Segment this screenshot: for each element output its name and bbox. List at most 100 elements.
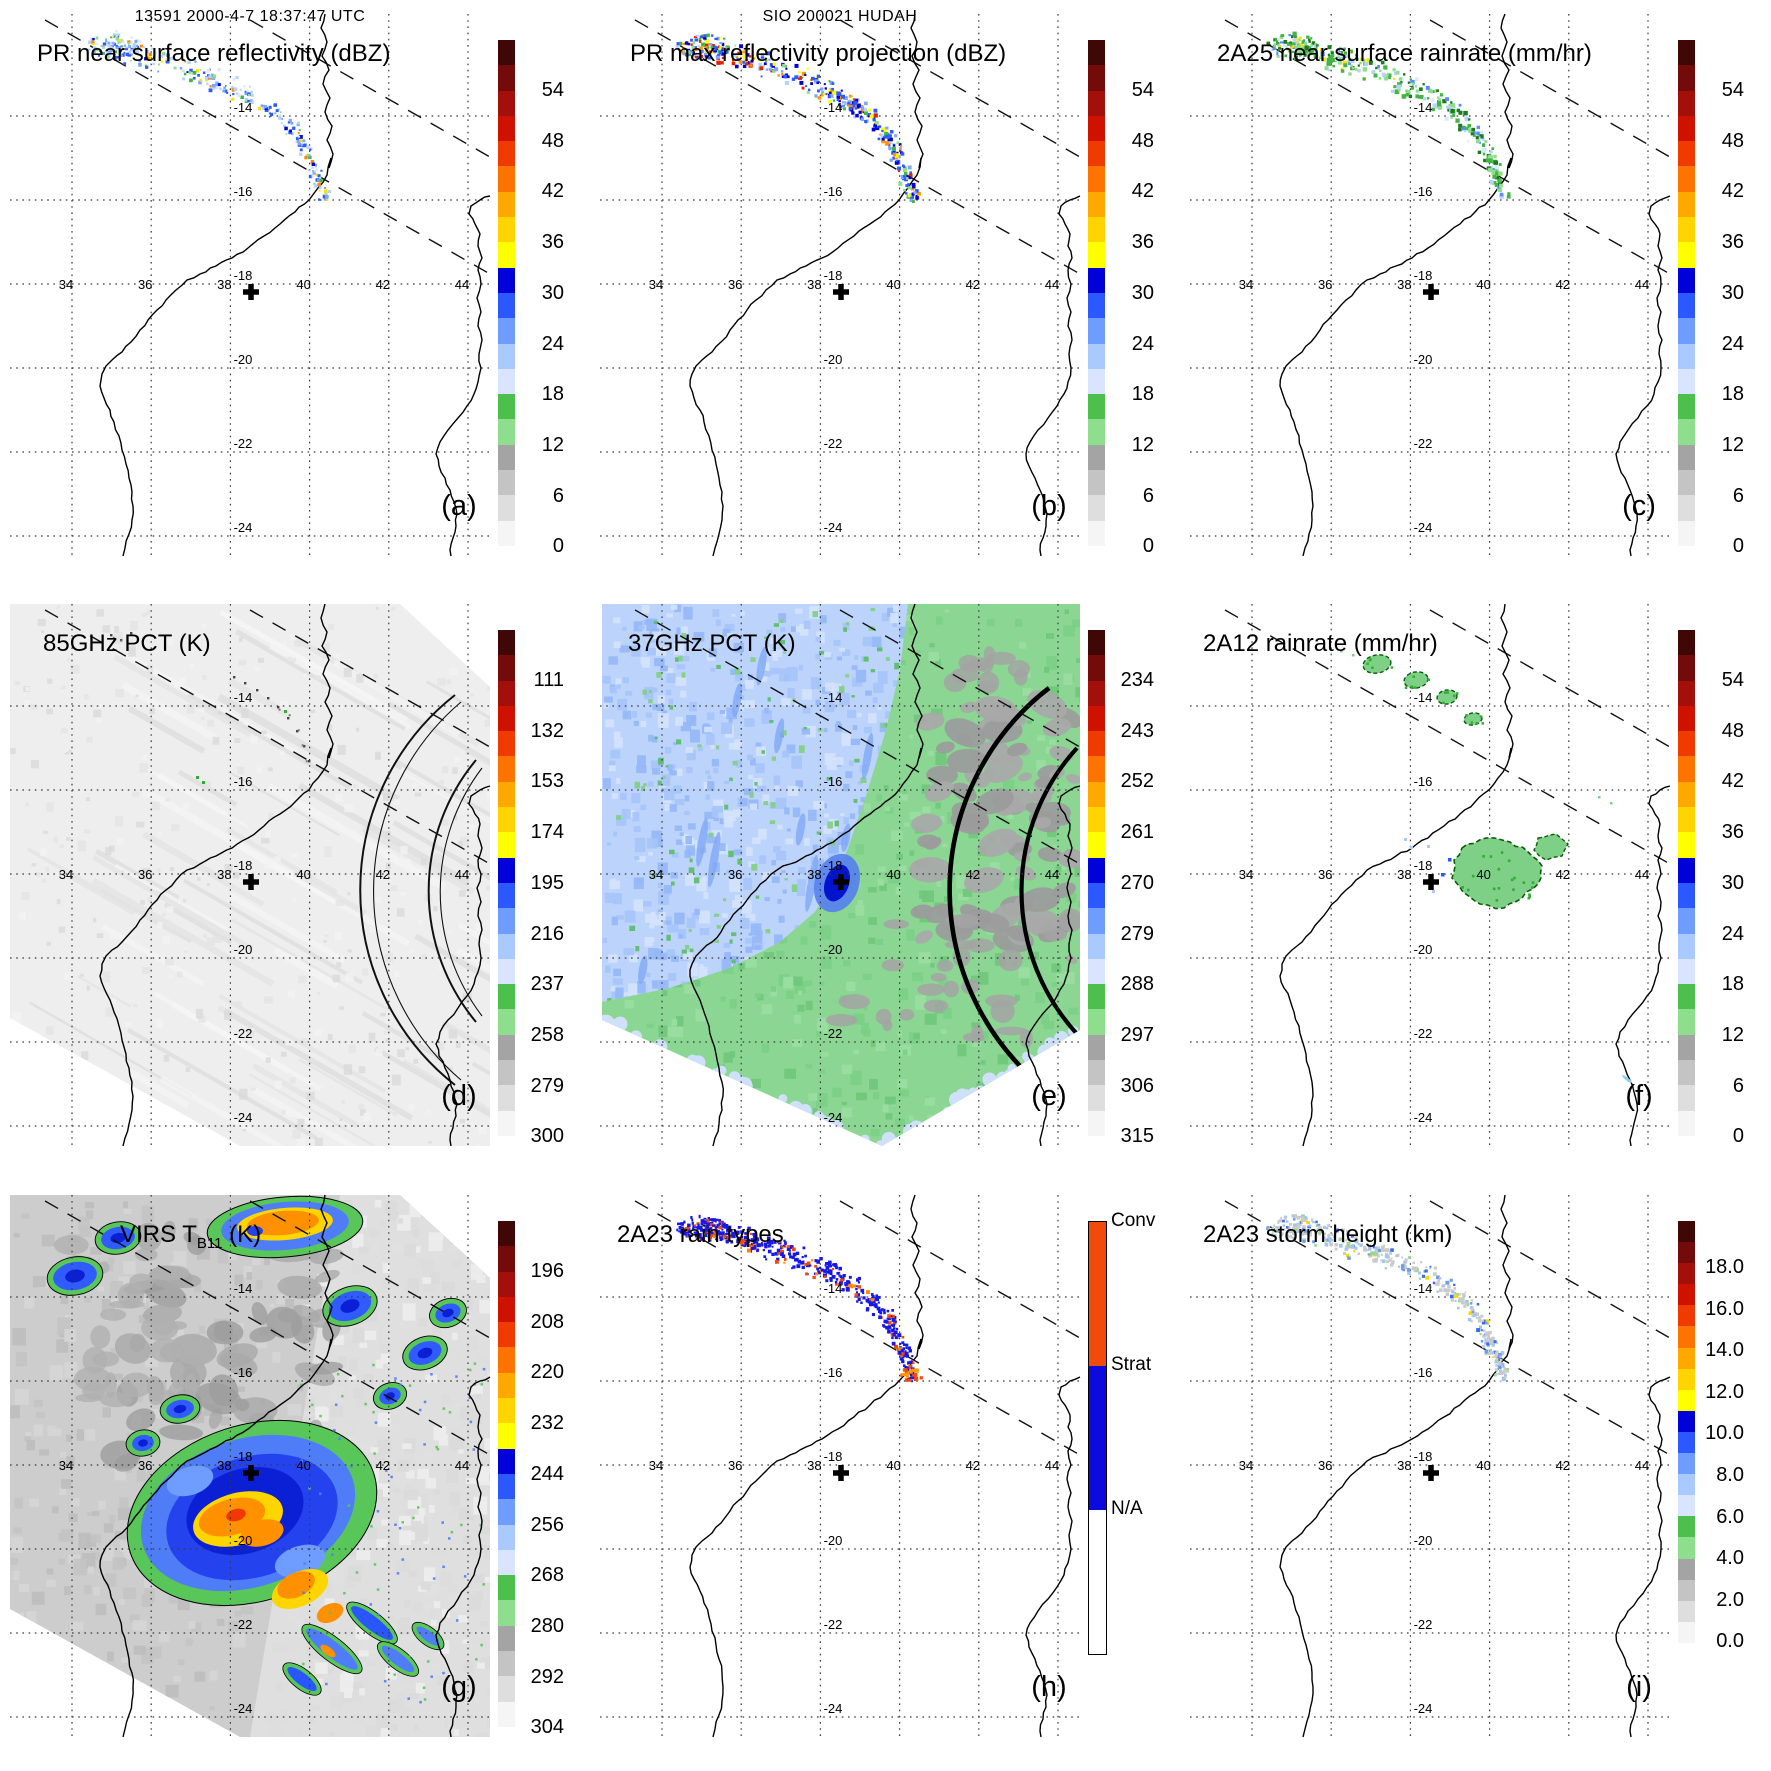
map-canvas-f: 34 36 38 40 42 44 -14 -16 -18 -20 -22 -24 <box>1190 603 1671 1147</box>
colorbar-label: 36 <box>1721 821 1744 844</box>
colorbar-segment <box>498 781 515 808</box>
colorbar-label: 24 <box>1131 332 1154 355</box>
colorbar-label: 132 <box>530 719 564 742</box>
colorbar-segment <box>1678 65 1695 91</box>
svg-text:36: 36 <box>728 1458 742 1473</box>
colorbar-label: 261 <box>1120 821 1154 844</box>
svg-text:36: 36 <box>138 277 152 292</box>
colorbar-segment <box>498 705 515 732</box>
colorbar-segment <box>498 1625 515 1652</box>
svg-text:-18: -18 <box>824 1449 843 1464</box>
colorbar-segment <box>498 495 515 521</box>
colorbar-segment <box>1088 470 1105 496</box>
colorbar-segment <box>1088 705 1105 732</box>
colorbar-segment <box>1678 470 1695 496</box>
svg-text:-14: -14 <box>1414 100 1433 115</box>
colorbar-segment <box>1088 1110 1105 1136</box>
panel-title: 2A23 rain types <box>617 1221 784 1248</box>
colorbar-segment <box>1678 655 1695 681</box>
colorbar-segment <box>1678 191 1695 218</box>
svg-text:34: 34 <box>649 867 663 882</box>
map-canvas-d: 34 36 38 40 42 44 -14 -16 -18 -20 -22 -24 <box>10 603 491 1147</box>
svg-text:-18: -18 <box>824 268 843 283</box>
colorbar-segment <box>1678 680 1695 706</box>
panel-letter: (g) <box>441 1671 477 1703</box>
svg-text:-18: -18 <box>824 858 843 873</box>
colorbar-segment <box>1088 781 1105 808</box>
colorbar-segment <box>1678 217 1695 243</box>
colorbar-label: 243 <box>1120 719 1154 742</box>
colorbar-segment <box>498 1221 515 1247</box>
svg-text:44: 44 <box>455 277 469 292</box>
colorbar-label: 18.0 <box>1705 1256 1744 1278</box>
colorbar-segment <box>498 857 515 883</box>
colorbar-segment <box>498 1372 515 1399</box>
colorbar-label: 30 <box>1131 281 1154 304</box>
colorbar-segment <box>498 65 515 91</box>
colorbar-label: 36 <box>1721 231 1744 254</box>
colorbar-segment <box>1678 90 1695 116</box>
colorbar-segment <box>498 756 515 782</box>
colorbar-label: 14.0 <box>1705 1339 1744 1362</box>
colorbar-segment <box>498 1524 515 1550</box>
colorbar-label: 48 <box>541 129 564 152</box>
colorbar-label: 195 <box>530 871 564 894</box>
colorbar-segment <box>1678 1431 1695 1454</box>
colorbar-label: 220 <box>530 1361 564 1384</box>
colorbar-segment <box>1678 832 1695 858</box>
svg-text:40: 40 <box>886 277 900 292</box>
colorbar-label: 258 <box>530 1023 564 1046</box>
colorbar-label: 6 <box>1732 1074 1744 1097</box>
colorbar-label: 0 <box>1732 1125 1744 1148</box>
svg-text:38: 38 <box>1397 867 1411 882</box>
map-canvas-e: 34 36 38 40 42 44 -14 -16 -18 -20 -22 -24 <box>600 603 1081 1147</box>
svg-text:-20: -20 <box>1414 942 1433 957</box>
colorbar-label: 6 <box>1732 484 1744 507</box>
panel-b: SIO 200021 HUDAH 34 36 38 40 42 44 -14 -16 -18 -2… <box>590 0 1181 590</box>
svg-text:-24: -24 <box>234 1110 253 1125</box>
colorbar-segment <box>1678 630 1695 656</box>
colorbar-segment <box>498 1549 515 1576</box>
svg-text:36: 36 <box>1318 867 1332 882</box>
svg-text:-20: -20 <box>234 1533 253 1548</box>
svg-text:40: 40 <box>886 1458 900 1473</box>
colorbar-segment <box>1088 242 1105 268</box>
panel-g: 34 36 38 40 42 44 -14 -16 -18 -20 -22 -24 VIRS TB11… <box>0 1181 591 1771</box>
colorbar-segment <box>1678 882 1695 909</box>
colorbar-segment <box>498 166 515 192</box>
colorbar-segment <box>1088 394 1105 420</box>
colorbar-segment <box>498 394 515 420</box>
colorbar-segment <box>1088 368 1105 395</box>
colorbar-segment <box>498 1246 515 1272</box>
colorbar <box>498 1221 515 1727</box>
svg-text:34: 34 <box>59 277 73 292</box>
colorbar-segment <box>1678 908 1695 934</box>
colorbar-label: Strat <box>1111 1354 1152 1375</box>
colorbar-segment <box>1678 40 1695 66</box>
colorbar-segment <box>498 1676 515 1702</box>
map-canvas-h: 34 36 38 40 42 44-14-16-18-20-22-24 <box>600 1194 1081 1738</box>
colorbar-segment <box>498 1009 515 1035</box>
colorbar-segment <box>498 115 515 142</box>
colorbar-segment <box>1088 807 1105 833</box>
svg-text:42: 42 <box>1556 277 1570 292</box>
svg-text:44: 44 <box>1045 867 1059 882</box>
colorbar-label: 24 <box>541 332 564 355</box>
colorbar-segment <box>1678 1263 1695 1285</box>
colorbar-segment <box>1088 882 1105 909</box>
panel-c: 34 36 38 40 42 44 -14 -16 -18 -20 -22 -24 2A25 near… <box>1180 0 1771 590</box>
svg-text:40: 40 <box>1476 867 1490 882</box>
svg-text:34: 34 <box>59 1458 73 1473</box>
colorbar-segment <box>1088 731 1105 757</box>
svg-text:40: 40 <box>296 867 310 882</box>
colorbar-segment <box>1088 217 1105 243</box>
svg-text:42: 42 <box>376 1458 390 1473</box>
colorbar-segment <box>1678 1009 1695 1035</box>
panel-letter: (d) <box>441 1080 477 1112</box>
svg-text:-14: -14 <box>234 100 253 115</box>
colorbar-segment <box>498 141 515 167</box>
svg-text:-22: -22 <box>234 1617 253 1632</box>
colorbar-segment <box>498 1701 515 1727</box>
colorbar-segment <box>1678 807 1695 833</box>
colorbar-segment <box>1088 908 1105 934</box>
